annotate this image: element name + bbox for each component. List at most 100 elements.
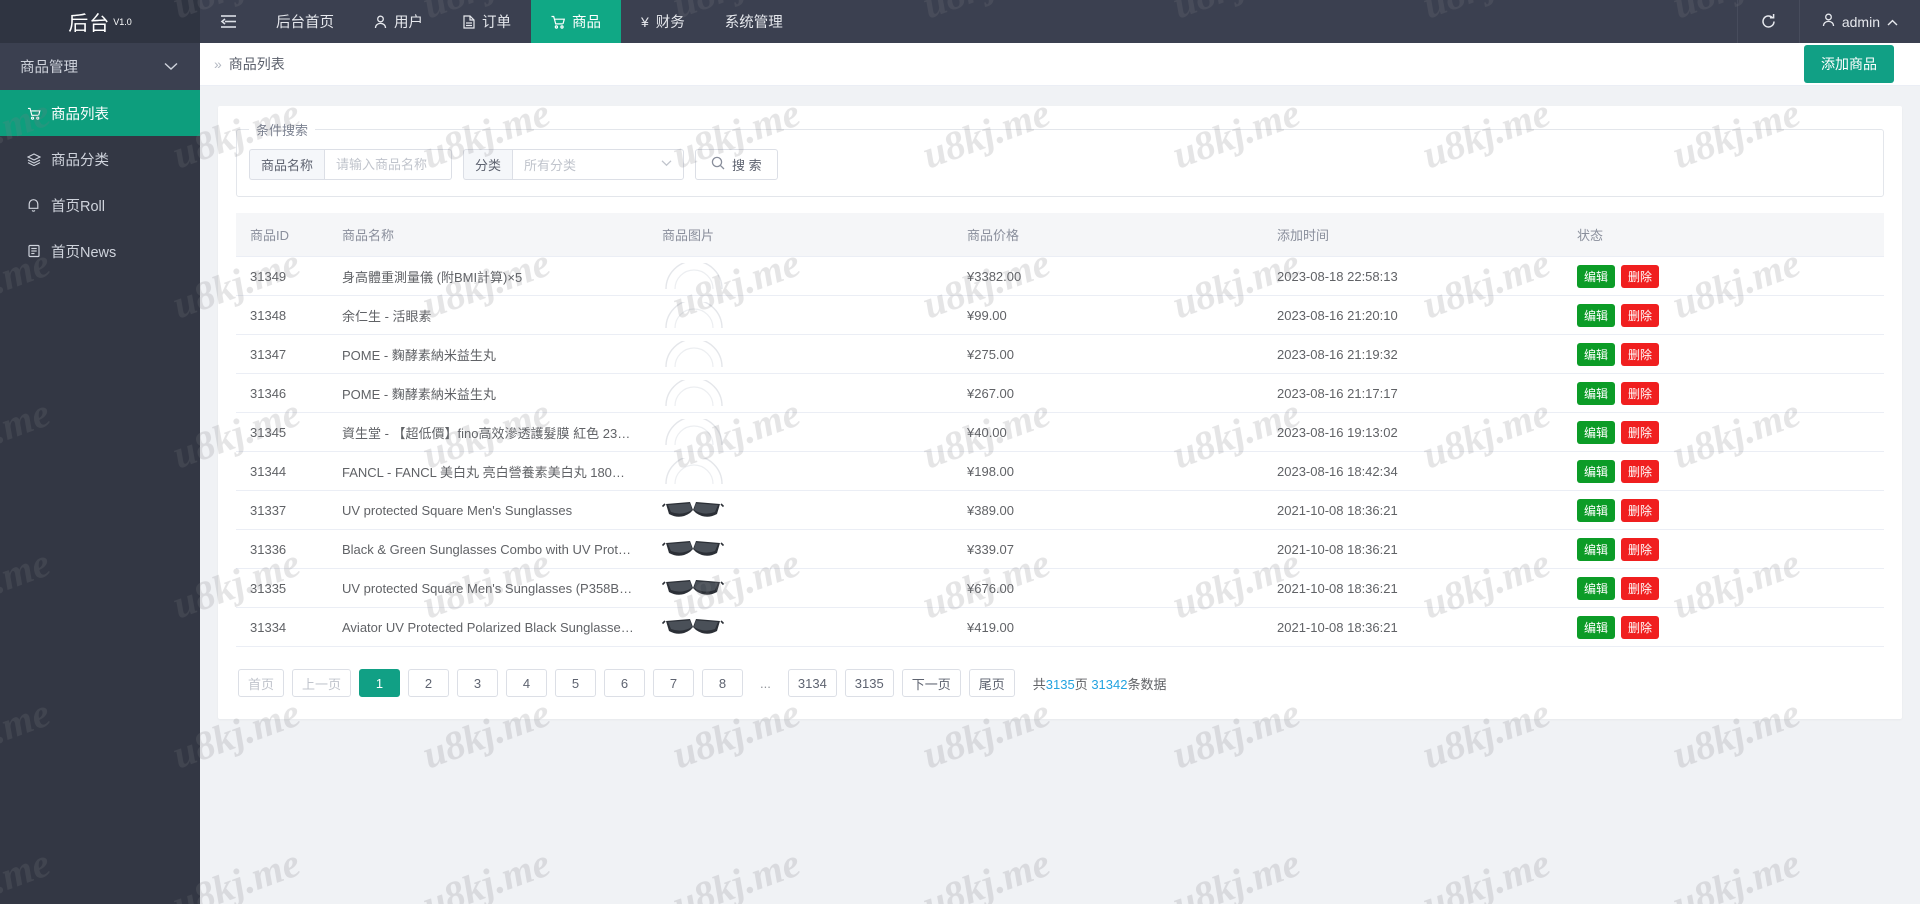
chevron-down-icon [164,59,178,75]
cell-actions: 编辑 删除 [1563,334,1884,374]
cell-product-id: 31337 [236,490,328,530]
product-name-input[interactable] [324,149,453,180]
delete-button[interactable]: 删除 [1621,459,1660,483]
cell-actions: 编辑 删除 [1563,607,1884,647]
edit-button[interactable]: 编辑 [1577,342,1616,366]
edit-button[interactable]: 编辑 [1577,576,1616,600]
pagination-page-4[interactable]: 4 [506,669,548,697]
pagination-page-6[interactable]: 6 [604,669,646,697]
search-button-label: 搜 索 [732,158,762,173]
edit-button[interactable]: 编辑 [1577,381,1616,405]
delete-button[interactable]: 删除 [1621,615,1660,639]
nav-item-finance[interactable]: ¥ 财务 [621,0,705,43]
bell-icon [26,198,41,212]
cell-product-image [648,412,953,452]
search-icon [711,156,725,173]
cell-product-image [648,568,953,608]
pagination-page-1[interactable]: 1 [359,669,401,697]
delete-button[interactable]: 删除 [1621,264,1660,288]
avatar [1822,13,1835,30]
category-select[interactable]: 所有分类 [512,149,685,180]
product-name-filter-group: 商品名称 [249,149,453,180]
cell-added-time: 2023-08-16 21:17:17 [1263,373,1563,413]
add-product-button[interactable]: 添加商品 [1804,45,1894,83]
sidebar-item-home-roll[interactable]: 首页Roll [0,182,200,228]
delete-button[interactable]: 删除 [1621,576,1660,600]
table-row: 31334 Aviator UV Protected Polarized Blac… [236,607,1884,647]
nav-label: 订单 [482,15,511,31]
table-header-row: 商品ID 商品名称 商品图片 商品价格 添加时间 状态 [236,213,1884,257]
pagination-page-3134[interactable]: 3134 [787,669,837,697]
cell-product-price: ¥676.00 [953,568,1263,608]
pagination-page-7[interactable]: 7 [653,669,695,697]
nav-item-system[interactable]: 系统管理 [705,0,803,43]
edit-button[interactable]: 编辑 [1577,537,1616,561]
pagination-page-5[interactable]: 5 [555,669,597,697]
sidebar-group-product-management[interactable]: 商品管理 [0,43,200,90]
cell-product-name: Aviator UV Protected Polarized Black Sun… [328,607,648,647]
edit-button[interactable]: 编辑 [1577,498,1616,522]
nav-item-dashboard[interactable]: 后台首页 [256,0,354,43]
product-thumbnail [662,456,939,486]
pagination-next[interactable]: 下一页 [901,669,961,697]
brand-logo[interactable]: 后台 V1.0 [0,0,200,43]
product-name-label: 商品名称 [249,149,325,180]
cell-product-id: 31345 [236,412,328,452]
breadcrumb-bar: » 商品列表 添加商品 [200,43,1920,86]
delete-button[interactable]: 删除 [1621,381,1660,405]
cell-product-name: FANCL - FANCL 美白丸 亮白營養素美白丸 180粒 (... [328,451,648,491]
sidebar-item-home-news[interactable]: 首页News [0,228,200,274]
edit-button[interactable]: 编辑 [1577,459,1616,483]
delete-button[interactable]: 删除 [1621,498,1660,522]
sidebar-item-label: 商品列表 [51,106,109,123]
yen-icon: ¥ [641,13,649,30]
refresh-icon[interactable] [1736,0,1799,43]
cell-actions: 编辑 删除 [1563,295,1884,335]
delete-button[interactable]: 删除 [1621,420,1660,444]
brand-version: V1.0 [113,16,132,27]
edit-button[interactable]: 编辑 [1577,420,1616,444]
pagination-total-summary: 共3135页 31342条数据 [1032,676,1167,692]
edit-button[interactable]: 编辑 [1577,264,1616,288]
cell-added-time: 2023-08-16 19:13:02 [1263,412,1563,452]
cell-product-image [648,451,953,491]
edit-button[interactable]: 编辑 [1577,615,1616,639]
pagination-page-8[interactable]: 8 [702,669,744,697]
sidebar-item-product-category[interactable]: 商品分类 [0,136,200,182]
nav-label: 后台首页 [276,15,334,31]
pagination-page-2[interactable]: 2 [408,669,450,697]
pagination-page-3[interactable]: 3 [457,669,499,697]
delete-button[interactable]: 删除 [1621,342,1660,366]
cell-added-time: 2023-08-16 21:20:10 [1263,295,1563,335]
pagination-last[interactable]: 尾页 [968,669,1015,697]
nav-item-products[interactable]: 商品 [531,0,621,43]
search-button[interactable]: 搜 索 [695,149,778,180]
cell-product-name: UV protected Square Men's Sunglasses (P3… [328,568,648,608]
sidebar-group-label: 商品管理 [20,60,78,76]
product-thumbnail [662,573,939,603]
sidebar-item-product-list[interactable]: 商品列表 [0,90,200,136]
delete-button[interactable]: 删除 [1621,537,1660,561]
column-header-name: 商品名称 [328,213,648,257]
product-thumbnail [662,339,939,369]
cell-product-image [648,529,953,569]
menu-icon[interactable] [200,0,256,43]
top-navigation-bar: 后台 V1.0 后台首页 用户 订单 [0,0,1920,43]
user-menu[interactable]: admin [1798,0,1920,43]
breadcrumb: 商品列表 [228,56,285,72]
table-row: 31336 Black & Green Sunglasses Combo with… [236,529,1884,569]
nav-item-users[interactable]: 用户 [354,0,443,43]
pagination-prev: 上一页 [292,669,352,697]
cell-product-image [648,334,953,374]
cell-actions: 编辑 删除 [1563,529,1884,569]
cell-added-time: 2023-08-16 21:19:32 [1263,334,1563,374]
cell-product-id: 31344 [236,451,328,491]
delete-button[interactable]: 删除 [1621,303,1660,327]
cell-product-id: 31349 [236,256,328,296]
pagination-page-3135[interactable]: 3135 [844,669,894,697]
cell-product-id: 31347 [236,334,328,374]
sidebar-item-label: 首页News [51,244,117,261]
edit-button[interactable]: 编辑 [1577,303,1616,327]
nav-item-orders[interactable]: 订单 [443,0,531,43]
table-row: 31335 UV protected Square Men's Sunglasse… [236,568,1884,608]
